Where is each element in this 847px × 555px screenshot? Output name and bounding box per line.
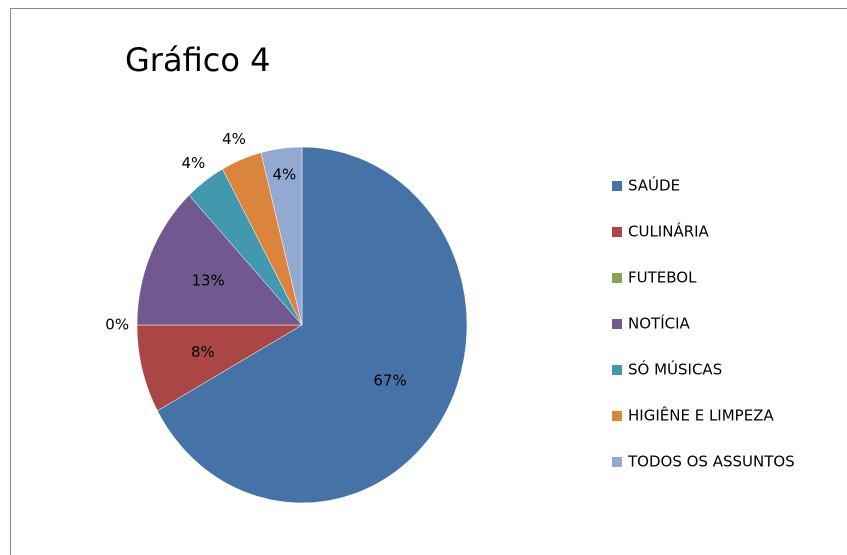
pie-slice [157, 146, 468, 504]
legend-label: HIGIÊNE E LIMPEZA [628, 406, 774, 425]
data-label: 8% [191, 343, 215, 361]
legend-swatch [612, 457, 622, 467]
legend-label: TODOS OS ASSUNTOS [627, 453, 795, 471]
legend-label: CULINÁRIA [628, 222, 710, 241]
chart-title: Gráfico 4 [125, 41, 270, 79]
legend-swatch [612, 273, 622, 283]
data-label: 67% [373, 372, 406, 390]
legend-label: SAÚDE [628, 176, 680, 195]
data-label: 13% [191, 272, 224, 290]
legend-swatch [612, 181, 622, 191]
data-label: 4% [273, 165, 297, 183]
legend-swatch [612, 411, 622, 421]
legend-label: SÓ MÚSICAS [628, 360, 722, 379]
legend-swatch [612, 227, 622, 237]
data-label: 4% [222, 130, 246, 148]
data-label: 0% [105, 316, 129, 334]
pie-slice [136, 324, 303, 412]
pie-slice [260, 146, 303, 326]
pie-slice [136, 194, 303, 326]
legend-swatch [612, 319, 622, 329]
legend-swatch [612, 365, 622, 375]
data-label: 4% [181, 154, 205, 172]
legend-label: FUTEBOL [628, 269, 697, 287]
legend-label: NOTÍCIA [628, 314, 691, 333]
